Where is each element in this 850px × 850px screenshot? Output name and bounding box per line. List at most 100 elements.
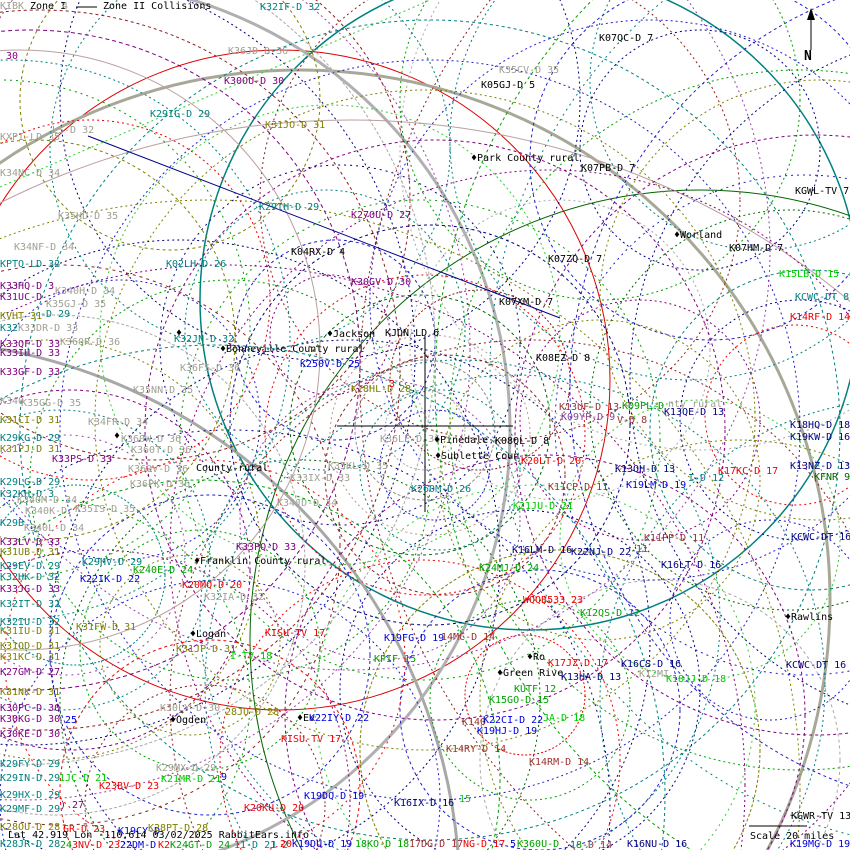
site-marker-label: ♦Ogden: [170, 715, 207, 726]
coverage-contour: [0, 0, 411, 461]
station-label: K29EV-D 29: [0, 561, 61, 572]
site-marker-label: ♦: [114, 431, 121, 442]
station-label: K18HQ-D 18: [790, 420, 850, 431]
station-label: K35GJ-D 35: [46, 299, 107, 310]
station-label: V-D 8: [617, 415, 648, 426]
coverage-contour: [204, 374, 826, 850]
station-label: KVHT 31: [0, 311, 43, 322]
coverage-contour: [489, 0, 850, 836]
station-label: K19DU-D 19: [292, 839, 353, 850]
station-label: K33LV-D 33: [0, 537, 61, 548]
coverage-contour: [0, 59, 291, 621]
station-label: K33IH-D 33: [0, 348, 61, 359]
coverage-contour: [0, 0, 436, 766]
coverage-contour: [0, 139, 236, 541]
station-label: K08QL-D 8: [495, 436, 550, 447]
station-label: K19FG-D 19: [384, 633, 445, 644]
coverage-contour: [0, 239, 501, 850]
coverage-contour: [49, 339, 651, 850]
station-label: K17JZ-D 17: [548, 658, 609, 669]
station-label: K19KW-D 16: [790, 432, 850, 443]
station-label: I-D 12: [688, 473, 725, 484]
station-label: K11PP-D 11: [644, 533, 705, 544]
coverage-contour: [229, 224, 631, 626]
coverage-contour: [0, 79, 251, 581]
station-label: K12QS-D 12: [580, 608, 641, 619]
coverage-contour: [0, 479, 501, 850]
station-label: 20: [280, 839, 293, 850]
station-label: K31KC-D 31: [0, 652, 61, 663]
coverage-contour: [59, 459, 541, 850]
coverage-contour: [0, 264, 746, 850]
station-label: K19LM-D 19: [626, 480, 687, 491]
station-label: 17DG-D 17: [409, 839, 464, 850]
map-line: [0, 0, 431, 188]
station-label: K31FW-D 31: [76, 622, 137, 633]
site-marker-label: ♦Park County rural: [471, 153, 580, 164]
site-marker-label: ♦: [176, 328, 183, 339]
coverage-contour: [0, 119, 850, 303]
station-label: 3: [389, 379, 396, 390]
station-label: nty rural: [668, 399, 723, 410]
scale-label: Scale 20 miles: [750, 831, 835, 842]
coverage-contour: [429, 599, 631, 801]
site-marker-label: ♦Logan: [190, 629, 227, 640]
coverage-contour: [59, 59, 801, 801]
station-label: K17KC-D 17: [718, 466, 779, 477]
station-label: K29HX-D 29: [0, 790, 61, 801]
coverage-contour: [249, 189, 850, 850]
station-label: K33GF-D 33: [0, 367, 61, 378]
station-label: K19CY-D: [118, 826, 161, 837]
station-label: K27OU-D 27: [351, 210, 412, 221]
station-label: K260M-D 26: [411, 484, 472, 495]
station-label: K30GV-D 30: [351, 277, 412, 288]
station-label: K35HD-D 35: [58, 211, 119, 222]
coverage-contour: [184, 189, 466, 471]
coverage-contour: [0, 9, 401, 731]
coverage-contour: [359, 0, 577, 850]
coverage-contour: [0, 49, 611, 711]
coverage-contour: [704, 324, 850, 506]
station-label: 11-D 21: [234, 840, 277, 850]
station-label: 15: [459, 794, 472, 805]
station-label: WQQB533 23: [523, 595, 584, 606]
station-label: K30OU-D 30: [224, 76, 285, 87]
station-label: KPTO-LD 32: [0, 259, 61, 270]
station-label: K24GT-D 24: [170, 840, 231, 850]
station-label: KGWL-TV 7: [795, 186, 850, 197]
station-label: K36PK-D 36: [130, 479, 191, 490]
station-label: K14RM-D 14: [529, 757, 590, 768]
station-label: K32JN-D 32: [174, 334, 235, 345]
station-label: K20LT-D 20: [521, 456, 582, 467]
coverage-contour: [0, 0, 471, 801]
station-label: K19DQ-D 19: [304, 791, 365, 802]
station-label: K13NZ-D 13: [790, 461, 850, 472]
station-label: KUTF 12: [514, 684, 557, 695]
coverage-contour: [144, 139, 726, 721]
coverage-contour: [629, 54, 850, 706]
station-label: K16LT-D 16: [661, 560, 722, 571]
station-label: K28PT-D 28: [148, 823, 209, 834]
station-label: 24: [60, 840, 73, 850]
station-label: K13QE-D 13: [664, 407, 725, 418]
station-label: -D 14: [582, 840, 613, 850]
site-marker-label: ♦Franklin County rural: [194, 556, 327, 567]
coverage-contour: [99, 554, 281, 736]
station-label: K32IF-D 32: [260, 2, 321, 13]
coverage-contour: [0, 429, 611, 850]
coverage-contour: [269, 274, 391, 396]
station-label: K35KL-D 35: [328, 461, 389, 472]
station-label: K09PL-D: [622, 401, 665, 412]
coverage-contour: [589, 0, 850, 251]
coverage-contour: [0, 314, 306, 816]
coverage-contour: [0, 579, 441, 850]
station-label: LS-D 32: [52, 125, 95, 136]
station-label: K29IG-D 29: [150, 109, 211, 120]
coverage-contour: [464, 634, 586, 756]
coverage-contour: [94, 89, 756, 751]
station-label: 25: [65, 715, 78, 726]
station-label: K08EZ-D 8: [536, 353, 591, 364]
station-label: K2: [158, 840, 171, 850]
station-label: K02LH-D 26: [166, 259, 227, 270]
